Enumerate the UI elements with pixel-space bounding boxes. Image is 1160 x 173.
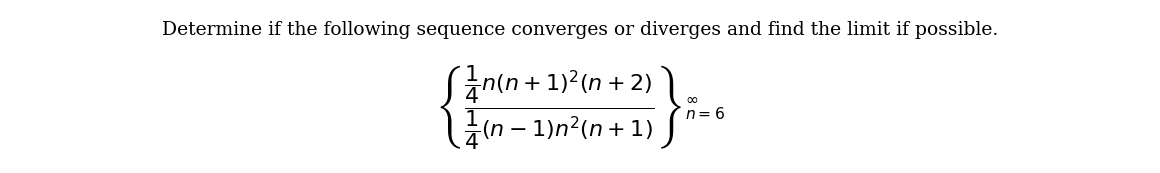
Text: $\left\{ \dfrac{\dfrac{1}{4}n(n+1)^2(n+2)}{\dfrac{1}{4}(n-1)n^2(n+1)} \right\}_{: $\left\{ \dfrac{\dfrac{1}{4}n(n+1)^2(n+2… [435,63,725,152]
Text: Determine if the following sequence converges or diverges and find the limit if : Determine if the following sequence conv… [162,21,998,39]
